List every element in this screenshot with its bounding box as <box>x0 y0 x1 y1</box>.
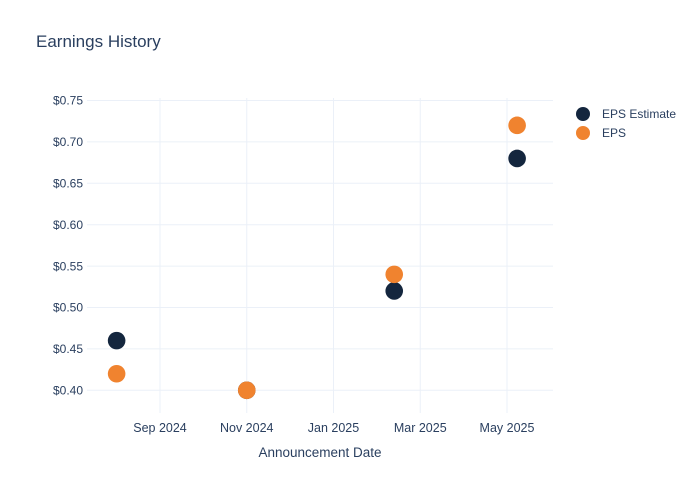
eps-point[interactable] <box>237 381 256 400</box>
y-tick-label: $0.60 <box>53 218 83 232</box>
legend-label: EPS Estimate <box>602 106 677 121</box>
eps-legend-marker-icon <box>576 125 590 140</box>
legend-item-eps[interactable]: EPS <box>576 123 676 142</box>
x-tick-label: Sep 2024 <box>133 421 187 435</box>
y-tick-label: $0.75 <box>53 94 83 108</box>
y-tick-label: $0.70 <box>53 135 83 149</box>
y-tick-label: $0.50 <box>53 301 83 315</box>
eps-estimate-point[interactable] <box>508 149 526 168</box>
y-tick-label: $0.65 <box>53 177 83 191</box>
legend: EPS Estimate EPS <box>576 104 676 142</box>
x-tick-label: May 2025 <box>480 421 535 435</box>
x-tick-label: Nov 2024 <box>220 421 274 435</box>
eps-estimate-point[interactable] <box>107 331 126 350</box>
x-tick-label: Mar 2025 <box>394 421 447 435</box>
eps-estimate-point[interactable] <box>385 282 404 300</box>
x-tick-label: Jan 2025 <box>308 421 359 435</box>
x-axis-title: Announcement Date <box>258 445 382 460</box>
y-tick-label: $0.55 <box>53 259 83 273</box>
eps-point[interactable] <box>385 265 404 284</box>
eps-point[interactable] <box>107 364 126 383</box>
y-tick-label: $0.40 <box>53 384 83 398</box>
eps-estimate-legend-marker-icon <box>576 106 590 121</box>
chart-title: Earnings History <box>36 32 161 51</box>
legend-item-eps-estimate[interactable]: EPS Estimate <box>576 104 676 123</box>
legend-label: EPS <box>602 125 627 140</box>
y-tick-label: $0.45 <box>53 342 83 356</box>
eps-point[interactable] <box>508 116 526 135</box>
